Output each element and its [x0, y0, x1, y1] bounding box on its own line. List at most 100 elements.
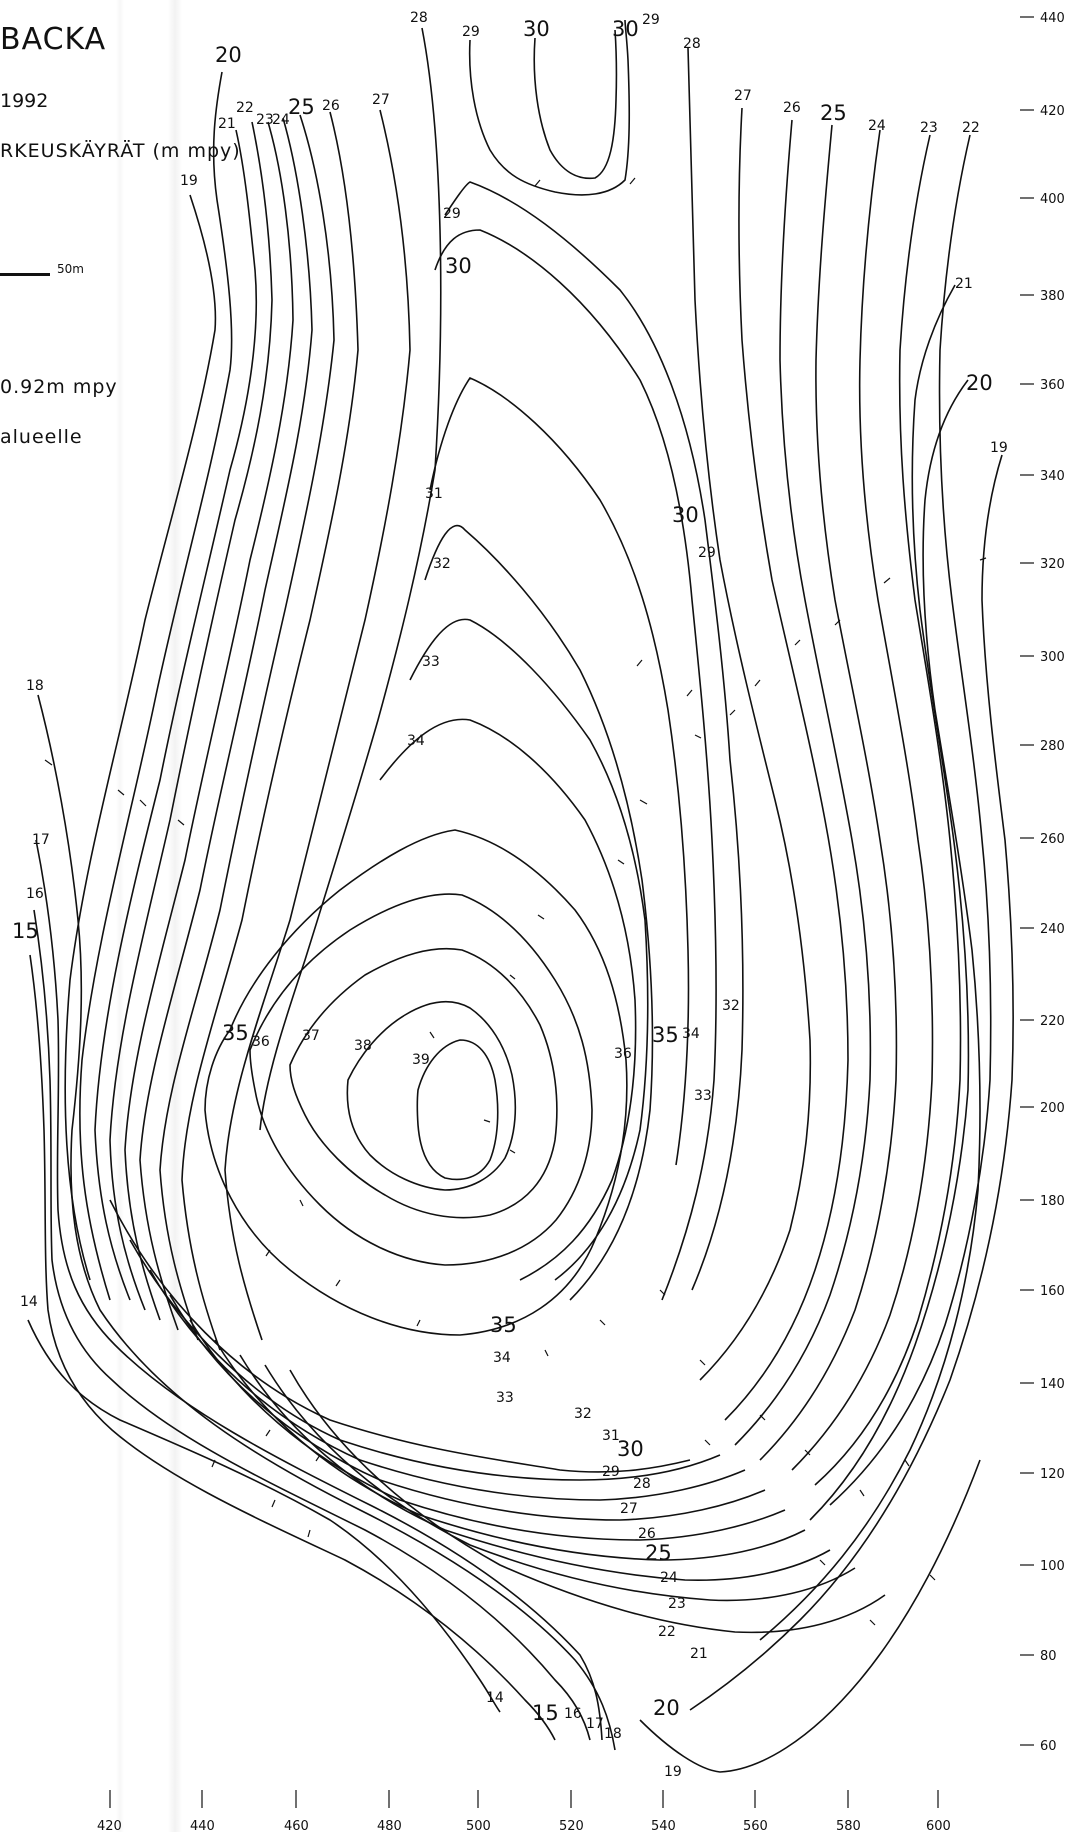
contour-group-dome: [204, 829, 628, 1336]
contour-group-left: [27, 694, 616, 1751]
contour-line-21: [94, 129, 258, 1301]
y-tick-label: 60: [1040, 1739, 1057, 1754]
contour-label: 14: [486, 1690, 504, 1706]
contour-line-29-inner: [444, 181, 744, 1291]
contour-label: 15: [12, 919, 39, 943]
labels-top-left: 20 19 21 22 23 24 25 26 27 28: [180, 10, 428, 189]
contour-line-38: [346, 1001, 517, 1191]
contour-line-27-right: [724, 107, 849, 1421]
contour-label: 19: [664, 1764, 682, 1780]
contour-label: 22: [962, 120, 980, 136]
contour-label: 28: [633, 1476, 651, 1492]
contour-label: 25: [820, 101, 847, 125]
contour-label: 34: [682, 1026, 700, 1042]
contour-label: 18: [26, 678, 44, 694]
contour-line-18: [37, 694, 616, 1751]
contour-label: 23: [920, 120, 938, 136]
contour-label: 35: [652, 1023, 679, 1047]
contour-group-interior: [379, 181, 744, 1301]
contour-label: 30: [617, 1437, 644, 1461]
contour-label: 21: [955, 276, 973, 292]
contour-line-26-right: [734, 119, 872, 1446]
x-axis: 420 440 460 480 500 520 540 560 580 600: [97, 1790, 951, 1832]
y-axis: 440 420 400 380 360 340 320 300 280 260 …: [1020, 11, 1065, 1754]
contour-label: 23: [668, 1596, 686, 1612]
contour-label: 23: [256, 112, 274, 128]
x-tick-label: 560: [743, 1819, 768, 1832]
y-tick-label: 160: [1040, 1284, 1065, 1299]
contour-label: 29: [462, 24, 480, 40]
contour-line-23: [124, 121, 294, 1321]
contour-label: 22: [658, 1624, 676, 1640]
contour-label: 32: [433, 556, 451, 572]
contour-band-line: [109, 1199, 691, 1473]
contour-label: 34: [493, 1350, 511, 1366]
contour-group-right: [687, 47, 1014, 1711]
x-tick-label: 540: [651, 1819, 676, 1832]
contour-label: 26: [322, 98, 340, 114]
contour-label: 16: [26, 886, 44, 902]
contour-line-22: [109, 121, 273, 1311]
contour-line-28: [259, 27, 442, 1131]
contour-label: 36: [252, 1034, 270, 1050]
paper-fold-line: [116, 0, 124, 1832]
contour-label: 19: [180, 173, 198, 189]
y-tick-label: 220: [1040, 1014, 1065, 1029]
y-tick-label: 80: [1040, 1649, 1057, 1664]
contour-line-26: [181, 111, 359, 1351]
contour-line-17: [35, 839, 603, 1741]
y-tick-label: 200: [1040, 1101, 1065, 1116]
contour-label: 24: [868, 118, 886, 134]
contour-label: 36: [614, 1046, 632, 1062]
y-tick-label: 240: [1040, 922, 1065, 937]
contour-label: 15: [532, 1701, 559, 1725]
contour-label: 32: [722, 998, 740, 1014]
labels-bottom: 14 15 16 17 18: [486, 1690, 622, 1742]
y-tick-label: 380: [1040, 289, 1065, 304]
contour-label: 38: [354, 1038, 372, 1054]
contour-line-27: [224, 109, 411, 1341]
y-tick-label: 360: [1040, 378, 1065, 393]
contour-group-band: [109, 1199, 981, 1773]
scale-label: 50m: [57, 262, 84, 276]
x-tick-label: 480: [377, 1819, 402, 1832]
contour-label: 27: [620, 1501, 638, 1517]
contour-label: 17: [586, 1716, 604, 1732]
contour-label: 24: [272, 112, 290, 128]
contour-line-20-right: [759, 379, 981, 1641]
contour-line-24: [139, 117, 313, 1331]
hachure-ticks: [44, 177, 987, 1626]
contour-label: 14: [20, 1294, 38, 1310]
contour-label: 30: [445, 254, 472, 278]
y-tick-label: 440: [1040, 11, 1065, 26]
contour-line-29-loop: [468, 19, 631, 196]
contour-label: 32: [574, 1406, 592, 1422]
contour-band-line: [639, 1459, 981, 1773]
contour-band-line: [214, 1339, 806, 1561]
contour-line-16: [33, 909, 591, 1741]
map-year: 1992: [0, 90, 49, 112]
contour-label: 29: [602, 1464, 620, 1480]
contour-label: 35: [222, 1021, 249, 1045]
contour-label: 31: [425, 486, 443, 502]
contour-label: 21: [690, 1646, 708, 1662]
x-tick-label: 460: [284, 1819, 309, 1832]
paper-fold-line: [168, 0, 182, 1832]
labels-left: 18 17 16 15 14: [12, 678, 50, 1310]
contour-line-28-right: [687, 47, 812, 1381]
contour-label: 30: [612, 17, 639, 41]
y-tick-label: 300: [1040, 650, 1065, 665]
contour-label: 26: [783, 100, 801, 116]
contour-label: 26: [638, 1526, 656, 1542]
contour-label: 35: [490, 1313, 517, 1337]
contour-band-line: [189, 1319, 786, 1541]
contour-group-top-left: [64, 27, 442, 1351]
y-tick-label: 340: [1040, 469, 1065, 484]
y-tick-label: 420: [1040, 104, 1065, 119]
contour-label: 28: [410, 10, 428, 26]
contour-label: 34: [407, 733, 425, 749]
contour-label: 22: [236, 100, 254, 116]
map-title: BACKA: [0, 22, 107, 57]
contour-label: 29: [698, 545, 716, 561]
